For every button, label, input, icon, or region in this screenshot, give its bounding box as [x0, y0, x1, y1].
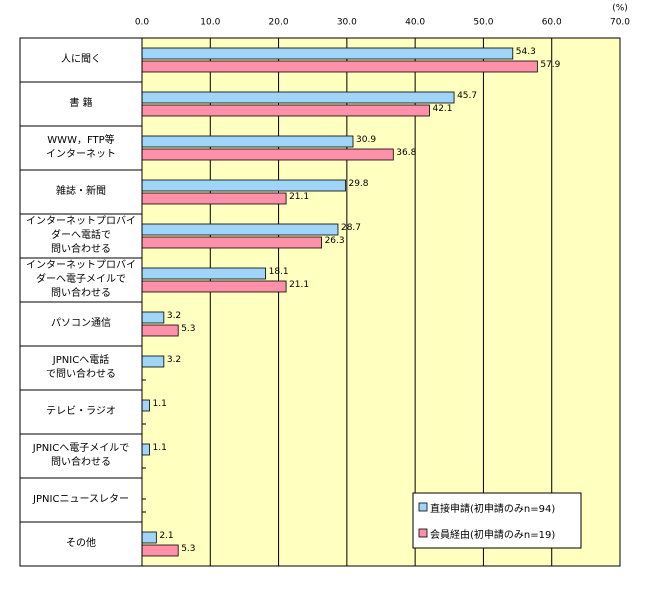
legend-swatch: [418, 528, 428, 538]
bar: [141, 104, 430, 117]
category-label: WWW，FTP等 インターネット: [46, 135, 116, 160]
value-label: 42.1: [432, 104, 452, 114]
bar: [141, 148, 394, 161]
legend-box: [412, 492, 582, 549]
bar: [141, 135, 354, 148]
x-tick-label: 0.0: [135, 18, 150, 28]
x-tick-label: 70.0: [610, 18, 630, 28]
bar: [141, 399, 150, 412]
value-label: 1.1: [153, 443, 167, 453]
bar: [141, 531, 157, 544]
bar: [141, 47, 514, 60]
value-label: 2.1: [159, 531, 173, 541]
x-tick-label: 60.0: [542, 18, 562, 28]
x-tick-label: 40.0: [405, 18, 425, 28]
bar: [141, 544, 179, 557]
category-label: パソコン通信: [51, 318, 111, 329]
legend-label: 会員経由(初申請のみn=19): [430, 530, 556, 541]
bar: [141, 443, 150, 456]
x-tick-label: 30.0: [337, 18, 357, 28]
bar: [141, 311, 165, 324]
bar: [141, 267, 266, 280]
x-tick-label: 50.0: [473, 18, 493, 28]
bar: [141, 192, 287, 205]
value-label: 36.8: [396, 148, 416, 158]
category-label: JPNICへ電子メイルで 問い合わせる: [32, 443, 130, 468]
category-label: テレビ・ラジオ: [46, 406, 116, 417]
bar: [141, 355, 165, 368]
bar: [141, 236, 322, 249]
frame: [19, 37, 621, 567]
category-label: インターネットプロバイ ダーへ電話で 問い合わせる: [26, 216, 136, 255]
bar: [141, 60, 538, 73]
bar: [141, 223, 339, 236]
x-tick-label: 20.0: [269, 18, 289, 28]
bar: [141, 280, 287, 293]
x-tick-label: 10.0: [200, 18, 220, 28]
bar: [141, 324, 179, 337]
legend-swatch: [418, 502, 428, 512]
value-label: 1.1: [153, 399, 167, 409]
value-label: 45.7: [457, 91, 477, 101]
plot-background: [142, 38, 620, 566]
category-label: 書 籍: [69, 98, 93, 109]
unit-label: (%): [612, 4, 628, 14]
category-label: JPNICニュースレター: [33, 494, 129, 505]
value-label: 21.1: [289, 280, 309, 290]
value-label: 3.2: [167, 311, 181, 321]
value-label: 3.2: [167, 355, 181, 365]
category-label: インターネットプロバイ ダーへ電子メイルで 問い合わせる: [26, 260, 136, 299]
value-label: 21.1: [289, 192, 309, 202]
value-label: 26.3: [325, 236, 345, 246]
value-label: 5.3: [181, 544, 195, 554]
bar: [141, 179, 346, 192]
value-label: 28.7: [341, 223, 361, 233]
value-label: 5.3: [181, 324, 195, 334]
category-label: 雑誌・新聞: [56, 186, 106, 197]
value-label: 30.9: [356, 135, 376, 145]
value-label: 29.8: [348, 179, 368, 189]
category-label: その他: [66, 538, 96, 549]
category-label: JPNICへ電話 で問い合わせる: [46, 355, 116, 380]
bar: [141, 91, 455, 104]
value-label: 18.1: [269, 267, 289, 277]
category-label: 人に聞く: [61, 54, 101, 65]
legend-label: 直接申請(初申請のみn=94): [430, 504, 556, 515]
value-label: 57.9: [540, 60, 560, 70]
value-label: 54.3: [516, 47, 536, 57]
